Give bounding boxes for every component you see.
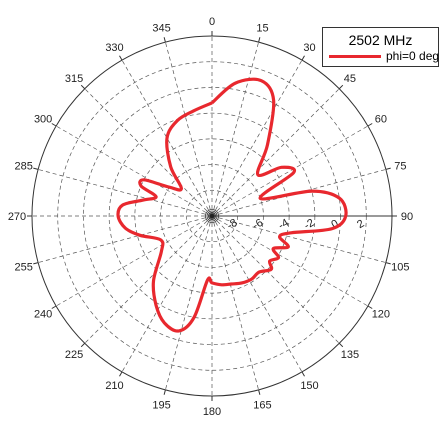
angle-grid-spoke — [211, 215, 340, 344]
angle-tick-label: 60 — [375, 114, 387, 126]
radial-tick-labels: -8 -6 -4 -2 0 2 — [225, 217, 366, 232]
angle-tick-mark — [119, 371, 123, 377]
angle-tick-label: 90 — [401, 211, 413, 223]
legend-title: 2502 MHz — [348, 32, 413, 48]
angle-tick-mark — [385, 167, 391, 170]
angle-tick-mark — [301, 55, 305, 61]
angle-tick-mark — [385, 262, 391, 265]
angle-tick-label: 30 — [303, 42, 315, 54]
angle-tick-label: 75 — [394, 161, 406, 173]
angle-tick-mark — [367, 123, 373, 127]
angle-grid-spoke — [121, 215, 213, 373]
center-ring — [205, 209, 219, 223]
angle-tick-mark — [367, 305, 373, 309]
angle-grid-spoke — [55, 125, 213, 217]
angle-tick-label: 270 — [8, 211, 26, 223]
angle-tick-label: 120 — [372, 309, 390, 321]
center-ring — [206, 210, 218, 222]
angle-tick-mark — [119, 55, 123, 61]
angle-grid-spoke — [211, 125, 369, 217]
angle-grid-spoke — [211, 59, 303, 217]
angle-tick-mark — [80, 84, 86, 90]
angle-grid-spoke — [211, 215, 303, 373]
angle-tick-mark — [33, 167, 39, 170]
angle-grid-spoke — [165, 215, 213, 390]
center-ring — [208, 212, 216, 220]
radial-tick-label: 0 — [329, 218, 340, 231]
angle-grid-spoke — [211, 215, 259, 390]
radial-tick-label: -4 — [276, 217, 290, 232]
angle-tick-label: 195 — [152, 399, 170, 411]
angle-grid-spoke — [84, 215, 213, 344]
angle-tick-mark — [258, 37, 261, 43]
angle-tick-label: 330 — [105, 42, 123, 54]
angle-tick-label: 225 — [65, 349, 83, 361]
angle-tick-label: 285 — [14, 161, 32, 173]
angle-tick-label: 165 — [253, 399, 271, 411]
angle-tick-mark — [338, 84, 344, 90]
angle-grid-spoke — [211, 215, 386, 263]
angle-grid-spoke — [38, 169, 213, 217]
center-marker — [205, 209, 219, 223]
angle-grid-spoke — [84, 88, 213, 217]
angle-tick-mark — [80, 342, 86, 348]
angle-tick-mark — [258, 389, 261, 395]
angle-grid-spoke — [165, 42, 213, 217]
angle-tick-label: 45 — [344, 73, 356, 85]
angle-tick-mark — [338, 342, 344, 348]
legend-swatch — [329, 55, 381, 58]
angle-tick-label: 135 — [341, 349, 359, 361]
angle-grid-spoke — [211, 42, 259, 217]
angle-tick-label: 180 — [203, 406, 221, 418]
angle-tick-label: 0 — [209, 16, 215, 28]
angle-grid-spoke — [55, 215, 213, 307]
polar-grid — [27, 31, 397, 401]
angle-tick-mark — [51, 305, 57, 309]
legend-entry-label: phi=0 deg — [386, 49, 440, 63]
angle-grid-spoke — [211, 215, 369, 307]
angle-tick-label: 255 — [14, 261, 32, 273]
angle-tick-label: 345 — [152, 23, 170, 35]
radial-tick-label: 2 — [355, 218, 366, 231]
angle-grid-spoke — [121, 59, 213, 217]
angle-tick-label: 210 — [105, 380, 123, 392]
angle-tick-label: 150 — [300, 380, 318, 392]
angle-tick-label: 105 — [391, 261, 409, 273]
angle-tick-mark — [163, 389, 166, 395]
angle-grid-spoke — [211, 169, 386, 217]
angle-tick-mark — [33, 262, 39, 265]
angle-tick-mark — [163, 37, 166, 43]
series-layer — [116, 77, 348, 333]
angle-tick-label: 240 — [34, 309, 52, 321]
angle-tick-mark — [51, 123, 57, 127]
angle-grid-spoke — [38, 215, 213, 263]
angle-tick-label: 315 — [65, 73, 83, 85]
angle-tick-label: 15 — [256, 23, 268, 35]
angle-tick-labels: 0153045607590105120135150165180195210225… — [8, 16, 413, 418]
center-dot — [210, 214, 214, 218]
angle-tick-label: 300 — [34, 114, 52, 126]
angle-grid-spoke — [211, 88, 340, 217]
legend: 2502 MHz phi=0 deg — [322, 27, 439, 67]
angle-tick-mark — [301, 371, 305, 377]
series-line-phi-0 — [116, 77, 348, 333]
